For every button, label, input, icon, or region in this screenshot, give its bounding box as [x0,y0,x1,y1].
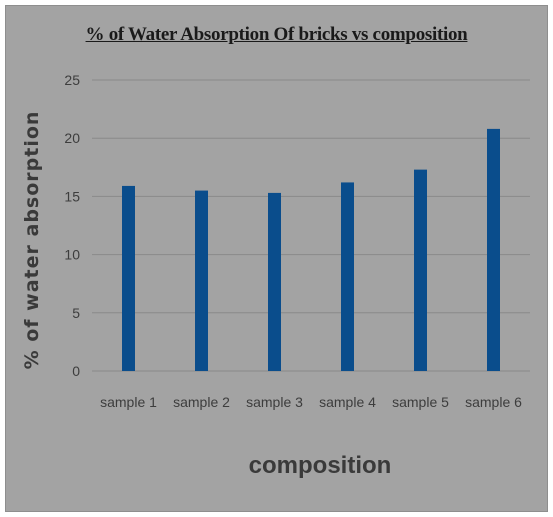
category-label: sample 2 [173,394,230,410]
bar-sample-4 [341,182,354,371]
y-tick-label: 15 [64,188,80,204]
bar-sample-6 [487,128,500,371]
x-axis-label: composition [248,452,392,479]
y-tick-label: 0 [72,363,80,379]
category-label: sample 1 [100,394,157,410]
category-label: sample 4 [319,394,376,410]
bar-sample-1 [122,185,135,371]
bar-sample-2 [195,190,208,371]
category-label: sample 3 [246,394,303,410]
bar-sample-5 [414,169,427,371]
chart-title: % of Water Absorption Of bricks vs compo… [85,24,468,45]
bar-sample-3 [268,192,281,371]
category-labels: sample 1 sample 2 sample 3 sample 4 sample 5… [100,394,522,410]
y-tick-label: 5 [72,305,80,321]
category-label: sample 5 [392,394,449,410]
bars [122,128,500,371]
y-tick-label: 20 [64,130,80,146]
y-tick-labels: 0 5 10 15 20 25 [64,72,80,379]
gridlines [92,79,530,372]
y-tick-label: 10 [64,247,80,263]
y-tick-label: 25 [64,72,80,88]
category-label: sample 6 [465,394,522,410]
